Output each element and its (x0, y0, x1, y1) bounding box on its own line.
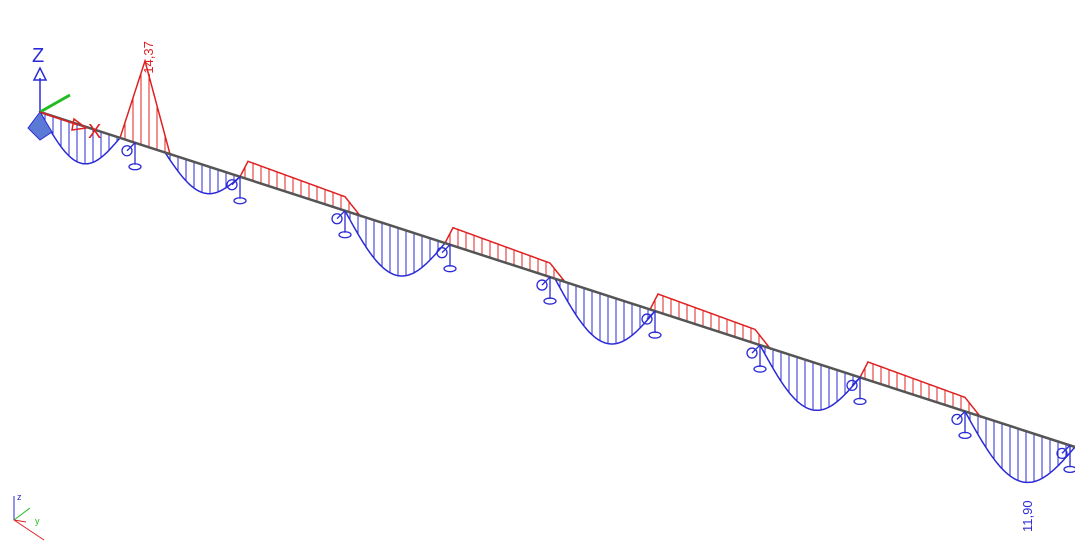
hinge-support-icon (331, 210, 352, 239)
hinge-support-icon (536, 276, 557, 305)
hinge-support-icon (436, 244, 457, 273)
x-axis-label: X (88, 121, 101, 143)
positive-lobe-5 (759, 344, 861, 412)
max-positive-moment-label: 11,90 (1020, 500, 1035, 532)
hinge-support-icon (746, 344, 767, 373)
positive-lobe-6 (964, 410, 1075, 484)
positive-lobe-2 (164, 151, 241, 195)
positive-moment-region (38, 110, 1075, 484)
positive-lobe-3 (344, 210, 446, 277)
positive-lobe-4 (554, 277, 656, 345)
hinge-support-icon (846, 376, 867, 406)
negative-region-5 (859, 361, 981, 419)
negative-peak-1 (119, 58, 171, 155)
fixed-support-icon (27, 111, 53, 141)
beam-axis (39, 110, 1075, 449)
view-orientation-triad: z y (13, 492, 45, 541)
positive-lobe-1 (38, 110, 121, 165)
hinge-support-icon (951, 410, 972, 440)
hinge-support-icon (1056, 444, 1075, 474)
triad-y-label: y (35, 516, 40, 526)
supports (121, 142, 1075, 474)
negative-region-2 (239, 160, 361, 218)
global-axes-gizmo: Z X (32, 45, 101, 143)
hinge-support-icon (641, 310, 662, 339)
hinge-support-icon (121, 142, 142, 171)
triad-z-label: z (17, 492, 22, 502)
hinge-support-icon (226, 176, 247, 205)
max-negative-moment-label: -14,37 (141, 41, 156, 78)
negative-region-3 (444, 226, 566, 283)
z-axis-label: Z (32, 45, 44, 67)
negative-region-4 (649, 293, 771, 351)
negative-moment-region (119, 58, 981, 419)
